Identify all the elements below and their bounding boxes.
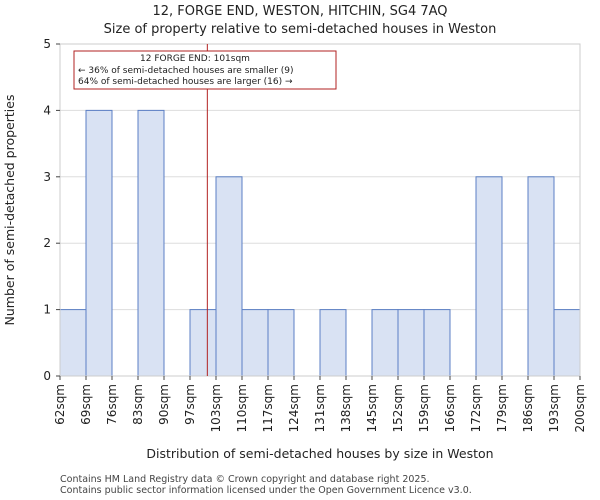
y-tick-label-0: 0	[43, 369, 51, 383]
x-tick-label-14: 159sqm	[417, 384, 431, 432]
y-tick-label-1: 1	[43, 303, 51, 317]
x-tick-label-20: 200sqm	[573, 384, 587, 432]
bar-97sqm	[189, 309, 217, 377]
footer-line-2: Contains public sector information licen…	[60, 485, 472, 496]
y-ticks: 0 1 2 3 4 5	[43, 37, 60, 383]
x-tick-label-4: 90sqm	[157, 384, 171, 425]
x-tick-label-13: 152sqm	[391, 384, 405, 432]
bar-117sqm	[267, 309, 295, 377]
bar-193sqm	[553, 309, 581, 377]
x-tick-label-9: 124sqm	[287, 384, 301, 432]
chart-title-line-2: Size of property relative to semi-detach…	[104, 22, 497, 37]
footer-line-1: Contains HM Land Registry data © Crown c…	[60, 474, 430, 485]
x-tick-label-11: 138sqm	[339, 384, 353, 432]
bar-152sqm	[397, 309, 425, 377]
annotation-line-2: ← 36% of semi-detached houses are smalle…	[78, 66, 294, 76]
bars	[59, 109, 581, 377]
x-tick-label-10: 131sqm	[313, 384, 327, 432]
annotation-box: 12 FORGE END: 101sqm ← 36% of semi-detac…	[73, 50, 337, 90]
x-tick-label-1: 69sqm	[79, 384, 93, 425]
bar-62sqm	[59, 309, 87, 377]
bar-69sqm	[85, 109, 113, 377]
bar-159sqm	[423, 309, 451, 377]
x-tick-label-15: 166sqm	[443, 384, 457, 432]
bar-83sqm	[137, 109, 165, 377]
y-tick-label-3: 3	[43, 170, 51, 184]
x-tick-label-3: 83sqm	[131, 384, 145, 425]
x-tick-label-2: 76sqm	[105, 384, 119, 425]
x-tick-label-18: 186sqm	[521, 384, 535, 432]
x-tick-label-19: 193sqm	[547, 384, 561, 432]
x-tick-label-17: 179sqm	[495, 384, 509, 432]
y-tick-label-5: 5	[43, 37, 51, 51]
y-tick-label-4: 4	[43, 103, 51, 117]
x-tick-label-5: 97sqm	[183, 384, 197, 425]
bar-110sqm	[241, 309, 269, 377]
y-tick-label-2: 2	[43, 236, 51, 250]
x-tick-label-12: 145sqm	[365, 384, 379, 432]
bar-172sqm	[475, 176, 503, 377]
annotation-border	[73, 50, 337, 90]
annotation-line-3: 64% of semi-detached houses are larger (…	[78, 77, 293, 87]
x-axis-label: Distribution of semi-detached houses by …	[146, 446, 493, 461]
x-tick-label-6: 103sqm	[209, 384, 223, 432]
bar-186sqm	[527, 176, 555, 377]
bar-103sqm	[215, 176, 243, 377]
bar-145sqm	[371, 309, 399, 377]
chart-title-line-1: 12, FORGE END, WESTON, HITCHIN, SG4 7AQ	[152, 4, 447, 19]
bar-131sqm	[319, 309, 347, 377]
x-tick-label-0: 62sqm	[53, 384, 67, 425]
annotation-line-1: 12 FORGE END: 101sqm	[140, 54, 250, 64]
x-ticks: 62sqm 69sqm 76sqm 83sqm 90sqm 97sqm 103sqm 110s…	[53, 376, 587, 432]
y-axis-label: Number of semi-detached properties	[2, 95, 17, 326]
x-tick-label-7: 110sqm	[235, 384, 249, 432]
x-tick-label-8: 117sqm	[261, 384, 275, 432]
x-tick-label-16: 172sqm	[469, 384, 483, 432]
